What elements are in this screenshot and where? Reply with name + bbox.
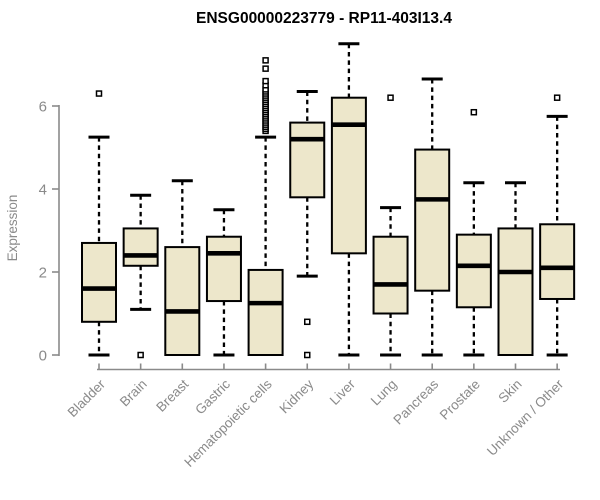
x-category-label: Gastric [192,376,233,417]
outlier-point [470,108,478,116]
x-category-label: Pancreas [390,376,441,427]
box-group [289,89,326,359]
outlier-point [387,94,394,101]
box-group [414,77,451,357]
iqr-box [497,227,534,356]
outlier-point [553,94,561,101]
iqr-box [372,235,409,315]
x-category-label: Liver [327,376,359,408]
y-axis: 0 2 4 6 [39,99,60,365]
box-group [205,208,242,357]
box-group [497,181,534,356]
x-category-label: Skin [495,377,524,406]
plot-area [81,42,576,359]
x-category-label: Kidney [277,376,317,416]
y-tick-label: 2 [39,265,47,282]
outlier-point [304,318,311,326]
box-group [372,94,409,357]
outlier-point [262,77,269,85]
box-group [455,108,492,357]
y-tick-label: 4 [39,182,47,199]
chart-title: ENSG00000223779 - RP11-403I13.4 [196,10,452,27]
box-group [247,57,284,356]
iqr-box [122,227,159,267]
iqr-box [205,235,242,303]
iqr-box [289,121,326,199]
outlier-point [95,90,103,97]
iqr-box [164,246,201,357]
x-category-label: Prostate [437,377,483,423]
iqr-box [247,268,284,356]
iqr-box [455,233,492,309]
outlier-point [262,57,269,64]
outlier-point [262,65,269,72]
y-tick-label: 6 [39,99,47,116]
x-category-label: Lung [368,377,400,409]
iqr-box [81,241,117,323]
x-category-label: Brain [117,377,150,410]
box-group [539,94,576,357]
y-tick-label: 0 [39,348,47,365]
iqr-box [330,96,367,255]
box-group [330,42,367,357]
box-group [81,90,117,357]
box-group [122,193,159,359]
x-category-label: Bladder [65,376,109,420]
x-category-label: Unknown / Other [484,376,567,459]
iqr-box [539,223,576,300]
outlier-point [304,351,311,359]
x-category-label: Breast [153,376,191,414]
y-axis-title: Expression [5,195,20,262]
iqr-box [414,148,451,292]
box-group [164,179,201,357]
outlier-point [137,351,144,359]
